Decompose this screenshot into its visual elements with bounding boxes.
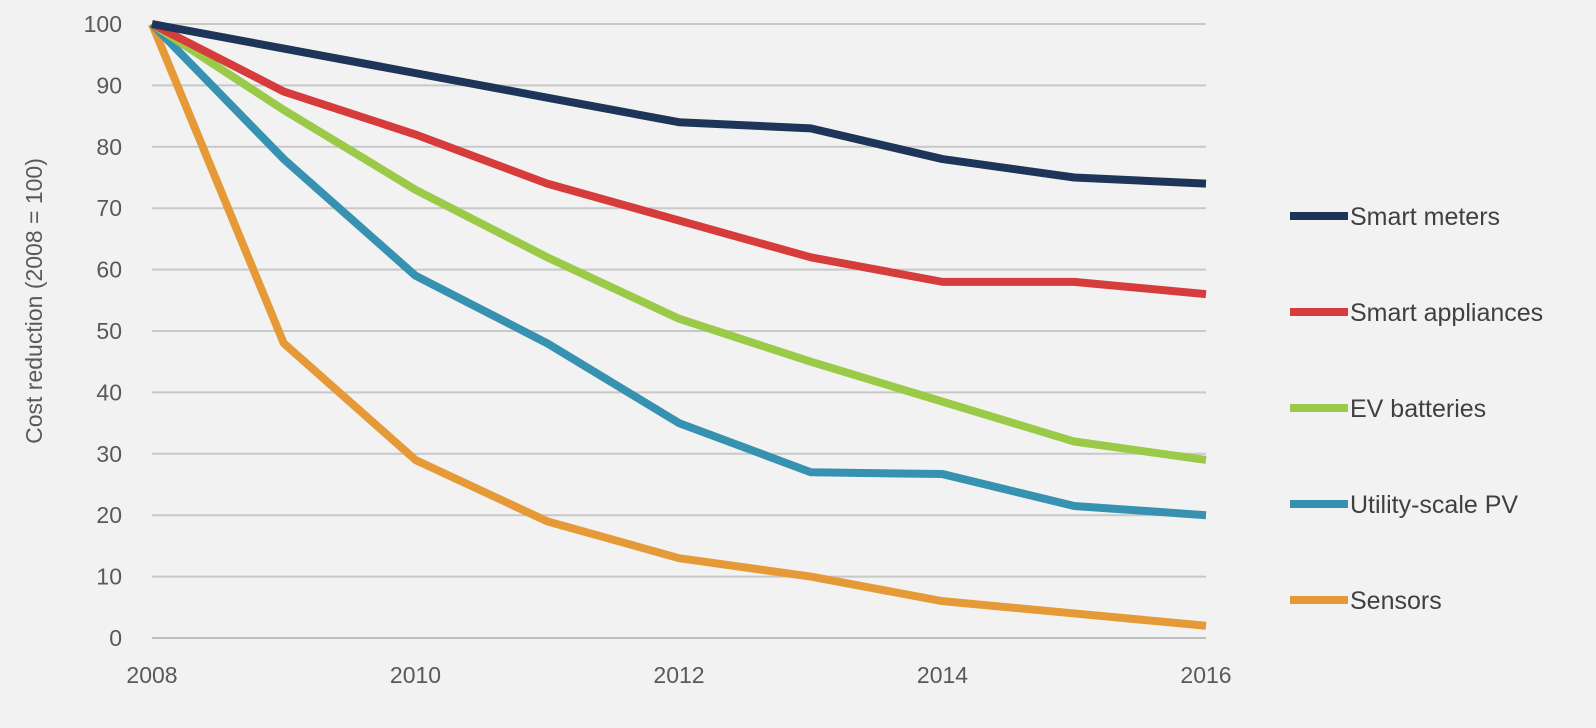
gridlines <box>152 23 1206 639</box>
y-tick-label: 40 <box>96 379 122 405</box>
legend-label: Smart meters <box>1350 203 1500 231</box>
y-tick-label: 70 <box>96 195 122 221</box>
x-tick-label: 2012 <box>653 662 704 688</box>
x-tick-label: 2014 <box>917 662 968 688</box>
series-line <box>149 20 1207 464</box>
y-tick-label: 20 <box>96 502 122 528</box>
series-line <box>150 20 1207 299</box>
y-axis-ticks: 0 10 20 30 40 50 60 70 80 90 100 <box>84 11 122 651</box>
y-tick-label: 50 <box>96 318 122 344</box>
legend-label: Smart appliances <box>1350 299 1543 327</box>
legend-label: Sensors <box>1350 587 1442 615</box>
series-line <box>148 22 1207 630</box>
y-tick-label: 100 <box>84 11 122 37</box>
series-line <box>149 21 1207 520</box>
series-line <box>151 20 1207 188</box>
y-tick-label: 80 <box>96 134 122 160</box>
x-tick-label: 2016 <box>1180 662 1231 688</box>
legend-label: EV batteries <box>1350 395 1486 423</box>
legend-label: Utility-scale PV <box>1350 491 1518 519</box>
legend: Smart meters Smart appliances EV batteries… <box>1290 203 1543 615</box>
y-tick-label: 60 <box>96 257 122 283</box>
y-tick-label: 0 <box>109 625 122 651</box>
x-axis-ticks: 2008 2010 2012 2014 2016 <box>126 662 1231 688</box>
y-tick-label: 30 <box>96 441 122 467</box>
y-tick-label: 90 <box>96 72 122 98</box>
y-axis-title: Cost reduction (2008 = 100) <box>21 158 47 444</box>
x-tick-label: 2010 <box>390 662 441 688</box>
series-lines <box>148 20 1207 630</box>
y-tick-label: 10 <box>96 564 122 590</box>
x-tick-label: 2008 <box>126 662 177 688</box>
